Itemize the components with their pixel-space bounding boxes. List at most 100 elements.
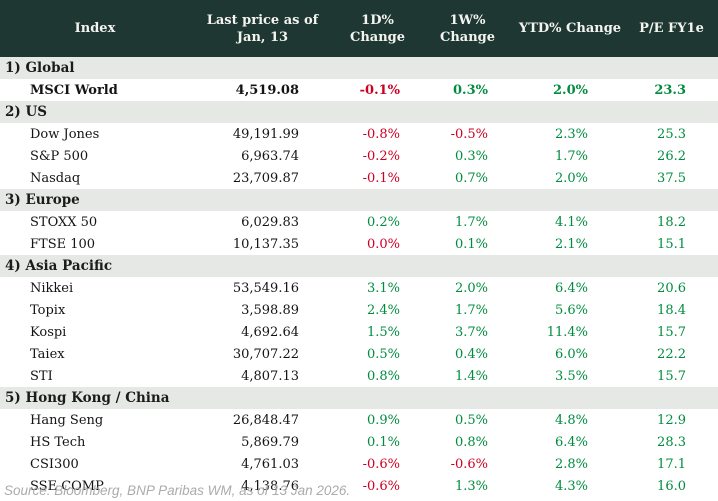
change-1d: -0.8% xyxy=(362,126,400,142)
section-row: 3) Europe xyxy=(0,189,718,211)
header-row: Index Last price as of Jan, 13 1D% Change 1W… xyxy=(0,0,718,57)
index-row: Nasdaq 23,709.87 -0.1% 0.7% 2.0% 37.5 xyxy=(0,167,718,189)
last-price: 4,692.64 xyxy=(241,324,299,340)
change-1w: 0.8% xyxy=(454,434,488,450)
source-note: Source: Bloomberg, BNP Paribas WM, as of… xyxy=(4,483,351,498)
change-ytd: 6.4% xyxy=(554,434,588,450)
index-name: Kospi xyxy=(30,324,67,340)
index-row: Kospi 4,692.64 1.5% 3.7% 11.4% 15.7 xyxy=(0,321,718,343)
pe-fy1e: 23.3 xyxy=(654,82,686,98)
change-1w: 0.4% xyxy=(454,346,488,362)
column-header-5: P/E FY1e xyxy=(625,0,718,57)
last-price: 5,869.79 xyxy=(241,434,299,450)
pe-fy1e: 26.2 xyxy=(657,148,686,164)
column-header-2: 1D% Change xyxy=(335,0,420,57)
column-header-0: Index xyxy=(0,0,190,57)
change-1w: -0.5% xyxy=(450,126,488,142)
change-ytd: 3.5% xyxy=(554,368,588,384)
last-price: 4,761.03 xyxy=(241,456,299,472)
pe-fy1e: 22.2 xyxy=(657,346,686,362)
section-row: 5) Hong Kong / China xyxy=(0,387,718,409)
index-row: FTSE 100 10,137.35 0.0% 0.1% 2.1% 15.1 xyxy=(0,233,718,255)
index-row: Nikkei 53,549.16 3.1% 2.0% 6.4% 20.6 xyxy=(0,277,718,299)
last-price: 53,549.16 xyxy=(232,280,299,296)
change-ytd: 2.8% xyxy=(554,456,588,472)
index-row: CSI300 4,761.03 -0.6% -0.6% 2.8% 17.1 xyxy=(0,453,718,475)
change-1w: 0.1% xyxy=(454,236,488,252)
last-price: 6,963.74 xyxy=(241,148,299,164)
index-name: Nikkei xyxy=(30,280,74,296)
table-header: Index Last price as of Jan, 13 1D% Change 1W… xyxy=(0,0,718,57)
index-name: FTSE 100 xyxy=(30,236,96,252)
index-name: Dow Jones xyxy=(30,126,100,142)
last-price: 49,191.99 xyxy=(232,126,299,142)
pe-fy1e: 15.7 xyxy=(657,324,686,340)
change-1w: 1.3% xyxy=(454,478,488,494)
index-row: Taiex 30,707.22 0.5% 0.4% 6.0% 22.2 xyxy=(0,343,718,365)
index-name: HS Tech xyxy=(30,434,86,450)
index-row: STI 4,807.13 0.8% 1.4% 3.5% 15.7 xyxy=(0,365,718,387)
change-1w: 3.7% xyxy=(454,324,488,340)
table-body: 1) Global MSCI World 4,519.08 -0.1% 0.3% 2.0%… xyxy=(0,57,718,497)
index-row: Topix 3,598.89 2.4% 1.7% 5.6% 18.4 xyxy=(0,299,718,321)
pe-fy1e: 15.7 xyxy=(657,368,686,384)
section-label: 5) Hong Kong / China xyxy=(0,387,718,409)
pe-fy1e: 18.4 xyxy=(657,302,686,318)
index-row: MSCI World 4,519.08 -0.1% 0.3% 2.0% 23.3 xyxy=(0,79,718,101)
index-name: CSI300 xyxy=(30,456,79,472)
change-1w: 1.7% xyxy=(454,302,488,318)
change-ytd: 2.3% xyxy=(554,126,588,142)
pe-fy1e: 15.1 xyxy=(657,236,686,252)
pe-fy1e: 12.9 xyxy=(657,412,686,428)
last-price: 6,029.83 xyxy=(241,214,299,230)
column-header-3: 1W% Change xyxy=(420,0,515,57)
section-label: 3) Europe xyxy=(0,189,718,211)
index-name: Topix xyxy=(30,302,66,318)
change-ytd: 4.1% xyxy=(554,214,588,230)
index-row: Dow Jones 49,191.99 -0.8% -0.5% 2.3% 25.3 xyxy=(0,123,718,145)
change-1d: 0.8% xyxy=(366,368,400,384)
change-ytd: 4.3% xyxy=(554,478,588,494)
change-1d: -0.2% xyxy=(362,148,400,164)
index-name: Nasdaq xyxy=(30,170,81,186)
change-1d: -0.6% xyxy=(362,478,400,494)
change-1w: 0.3% xyxy=(454,148,488,164)
last-price: 4,519.08 xyxy=(235,82,299,98)
change-ytd: 2.0% xyxy=(554,170,588,186)
pe-fy1e: 20.6 xyxy=(657,280,686,296)
last-price: 30,707.22 xyxy=(232,346,299,362)
pe-fy1e: 28.3 xyxy=(657,434,686,450)
pe-fy1e: 25.3 xyxy=(657,126,686,142)
index-row: HS Tech 5,869.79 0.1% 0.8% 6.4% 28.3 xyxy=(0,431,718,453)
index-row: S&P 500 6,963.74 -0.2% 0.3% 1.7% 26.2 xyxy=(0,145,718,167)
change-ytd: 6.4% xyxy=(554,280,588,296)
change-1d: 1.5% xyxy=(366,324,400,340)
index-name: STI xyxy=(30,368,53,384)
change-1d: 0.2% xyxy=(366,214,400,230)
change-1d: 3.1% xyxy=(366,280,400,296)
change-1w: 0.5% xyxy=(454,412,488,428)
last-price: 4,138.76 xyxy=(241,478,299,494)
index-name: STOXX 50 xyxy=(30,214,98,230)
change-1w: 1.7% xyxy=(454,214,488,230)
change-1w: -0.6% xyxy=(450,456,488,472)
pe-fy1e: 16.0 xyxy=(657,478,686,494)
change-1d: -0.6% xyxy=(362,456,400,472)
change-ytd: 6.0% xyxy=(554,346,588,362)
index-row: Hang Seng 26,848.47 0.9% 0.5% 4.8% 12.9 xyxy=(0,409,718,431)
change-1d: 0.1% xyxy=(366,434,400,450)
change-1w: 2.0% xyxy=(454,280,488,296)
change-ytd: 4.8% xyxy=(554,412,588,428)
last-price: 23,709.87 xyxy=(232,170,299,186)
change-ytd: 11.4% xyxy=(546,324,588,340)
index-name: SSE COMP xyxy=(30,478,104,494)
change-1w: 0.3% xyxy=(453,82,488,98)
change-ytd: 2.1% xyxy=(554,236,588,252)
change-1d: 0.9% xyxy=(366,412,400,428)
index-name: Hang Seng xyxy=(30,412,104,428)
change-ytd: 2.0% xyxy=(553,82,588,98)
change-1d: 0.5% xyxy=(366,346,400,362)
last-price: 3,598.89 xyxy=(241,302,299,318)
column-header-1: Last price as of Jan, 13 xyxy=(190,0,335,57)
